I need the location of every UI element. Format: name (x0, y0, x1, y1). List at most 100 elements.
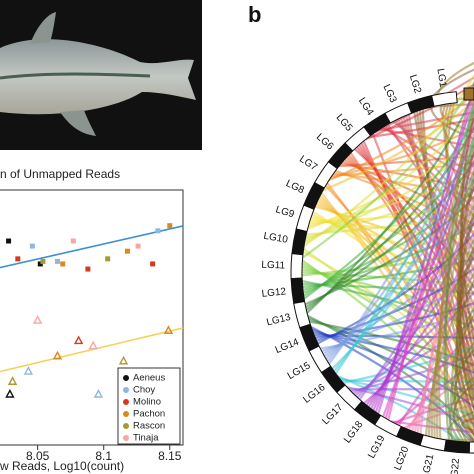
ribbon (458, 249, 474, 401)
group-label: LG16 (301, 382, 327, 406)
chromosome-segment (290, 277, 306, 305)
group-label: LG20 (392, 445, 411, 472)
ribbon (455, 278, 474, 431)
highlight-segment (463, 87, 474, 101)
group-label: LG6 (314, 132, 336, 153)
x-axis-label: w Reads, Log10(count) (0, 459, 124, 473)
chart-title: n of Unmapped Reads (0, 167, 120, 181)
ribbon (307, 314, 474, 437)
chromosome-segment (443, 439, 471, 454)
legend-label: Tinaja (133, 433, 159, 444)
point (15, 256, 21, 262)
group-label: LG18 (342, 419, 366, 446)
legend-marker (123, 399, 129, 405)
legend-label: Molino (133, 397, 161, 408)
point (118, 355, 129, 365)
legend-marker (123, 375, 129, 381)
ribbon (450, 341, 474, 443)
point (105, 256, 111, 262)
ribbon (461, 417, 474, 432)
point (23, 366, 34, 375)
point (163, 325, 174, 334)
ribbon (314, 334, 474, 339)
chromosome-segment (290, 253, 304, 280)
panel-label: b (248, 2, 261, 27)
point (70, 238, 76, 244)
legend-marker (123, 411, 129, 417)
group-label: LG14 (274, 337, 301, 356)
fit-line (0, 327, 184, 373)
ribbon (365, 83, 474, 141)
point (150, 261, 156, 267)
legend-label: Pachon (133, 409, 165, 420)
group-label: LG1 (434, 68, 448, 89)
point (5, 389, 15, 398)
legend-label: Rascon (133, 421, 165, 432)
ribbon (363, 290, 474, 405)
group-label: LG10 (263, 231, 289, 246)
point (125, 248, 130, 254)
ribbon (458, 214, 474, 388)
point (37, 261, 43, 267)
point (7, 376, 18, 385)
group-label: LG9 (274, 204, 296, 220)
x-tick-label: 8.15 (158, 449, 182, 463)
point (93, 389, 104, 398)
group-label: LG21 (420, 453, 436, 474)
x-tick-label: 8.05 (26, 449, 50, 463)
scatter-plot: n of Unmapped Reads w Reads, Log10(count… (0, 167, 184, 473)
point (29, 243, 35, 249)
ribbon (427, 235, 474, 437)
point (54, 258, 60, 264)
group-label: LG11 (261, 260, 286, 272)
group-label: LG2 (407, 73, 423, 95)
legend-marker (123, 387, 129, 393)
group-label: LG4 (356, 96, 376, 118)
fit-line (0, 225, 184, 269)
chromosome-segment (468, 441, 474, 454)
chromosome-segment (419, 434, 447, 452)
ribbon (444, 102, 474, 441)
legend-label: Choy (133, 385, 155, 396)
ribbon (453, 382, 474, 443)
point (60, 261, 66, 267)
legend-marker (123, 423, 129, 429)
group-label: LG22 (449, 457, 462, 474)
ribbon (433, 165, 474, 438)
legend-box (117, 367, 181, 445)
ribbon (310, 326, 474, 444)
group-label: LG12 (261, 286, 287, 300)
point (88, 340, 98, 350)
group-label: LG3 (381, 83, 399, 105)
group-label: LG15 (286, 360, 313, 382)
legend-label: Aeneus (133, 373, 165, 384)
point (135, 243, 141, 249)
point (85, 266, 91, 272)
point (40, 258, 46, 264)
fish-photo (0, 0, 202, 150)
ribbon (424, 270, 474, 436)
point (32, 315, 43, 324)
ribbon (430, 200, 474, 438)
point (155, 228, 161, 234)
group-label: LG17 (320, 402, 345, 427)
group-label: LG5 (334, 112, 355, 134)
point (6, 238, 12, 244)
ribbon (448, 376, 474, 443)
point (52, 350, 63, 360)
ribbon (443, 137, 474, 441)
point (167, 223, 173, 229)
ribbon (459, 144, 474, 359)
group-label: LG7 (297, 154, 319, 174)
point (73, 335, 84, 345)
group-label: LG8 (284, 178, 306, 196)
ribbon (438, 95, 474, 440)
group-label: LG13 (265, 312, 292, 329)
group-label: LG19 (366, 433, 388, 460)
ribbon (435, 130, 474, 439)
x-tick-label: 8.1 (95, 449, 112, 463)
